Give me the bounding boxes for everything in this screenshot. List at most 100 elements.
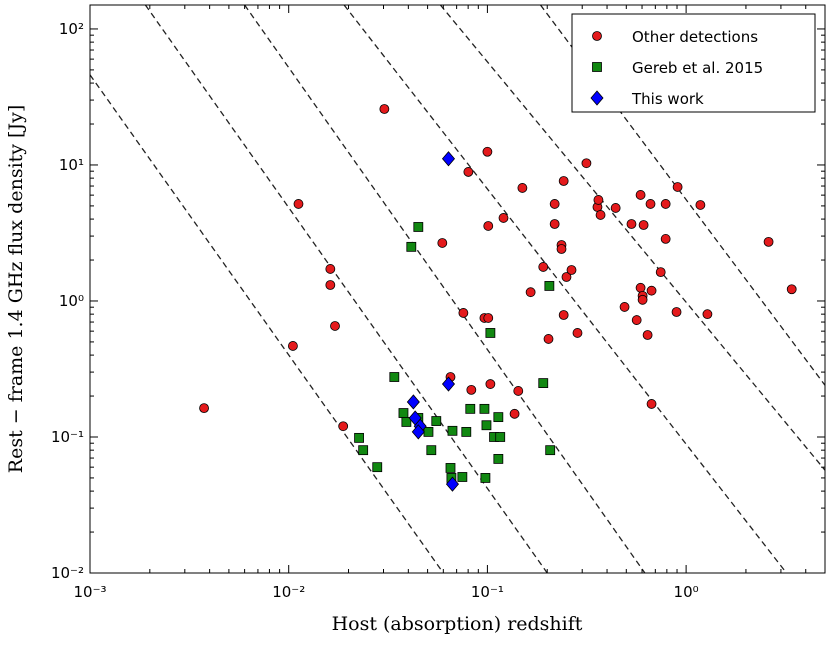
point bbox=[660, 199, 671, 209]
point bbox=[482, 146, 493, 157]
point bbox=[325, 280, 336, 290]
point bbox=[549, 219, 560, 229]
point bbox=[480, 473, 491, 483]
point bbox=[199, 403, 209, 414]
point bbox=[593, 195, 604, 205]
legend-label: This work bbox=[631, 90, 704, 108]
point bbox=[635, 282, 646, 293]
point bbox=[288, 341, 298, 351]
reference-line bbox=[244, 5, 646, 573]
y-tick-label: 10⁻¹ bbox=[51, 428, 84, 446]
point bbox=[483, 221, 494, 231]
point bbox=[786, 284, 797, 295]
y-tick-label: 10² bbox=[59, 20, 84, 38]
point bbox=[646, 399, 657, 409]
point bbox=[466, 384, 477, 395]
point bbox=[325, 264, 336, 274]
reference-lines bbox=[90, 5, 825, 573]
point bbox=[646, 285, 657, 296]
point bbox=[485, 379, 496, 389]
point bbox=[509, 408, 520, 419]
x-tick-label: 10⁰ bbox=[674, 583, 699, 601]
point bbox=[358, 445, 369, 456]
point bbox=[566, 265, 577, 275]
point bbox=[411, 424, 425, 440]
point bbox=[406, 394, 420, 410]
point bbox=[441, 376, 456, 392]
y-tick-label: 10⁰ bbox=[59, 292, 84, 310]
x-tick-label: 10⁻³ bbox=[73, 583, 106, 601]
point bbox=[458, 308, 469, 318]
point bbox=[330, 321, 340, 331]
point bbox=[626, 219, 637, 229]
point bbox=[354, 432, 364, 443]
point bbox=[437, 238, 448, 248]
point bbox=[485, 328, 496, 338]
point bbox=[592, 31, 602, 41]
point bbox=[595, 210, 606, 220]
point bbox=[493, 412, 504, 423]
point bbox=[572, 328, 583, 338]
y-tick-label: 10¹ bbox=[59, 156, 84, 174]
point bbox=[558, 310, 569, 320]
point bbox=[525, 287, 536, 298]
reference-line bbox=[539, 5, 825, 386]
point bbox=[493, 454, 504, 464]
point bbox=[513, 386, 524, 396]
legend-label: Other detections bbox=[632, 28, 758, 46]
markers bbox=[199, 104, 797, 492]
point bbox=[590, 90, 604, 106]
point bbox=[293, 199, 304, 209]
point bbox=[463, 167, 474, 177]
point bbox=[549, 199, 560, 209]
y-axis-label: Rest − frame 1.4 GHz flux density [Jy] bbox=[5, 105, 27, 473]
point bbox=[556, 244, 567, 254]
point bbox=[445, 463, 456, 473]
point bbox=[660, 234, 671, 244]
point bbox=[423, 426, 434, 437]
point bbox=[581, 158, 592, 169]
point bbox=[655, 267, 666, 278]
point bbox=[398, 408, 409, 418]
point bbox=[695, 200, 706, 210]
legend: Other detections Gereb et al. 2015 This wo… bbox=[571, 13, 816, 113]
point bbox=[592, 62, 602, 72]
x-tick-label: 10⁻² bbox=[272, 583, 305, 601]
y-tick-label: 10⁻² bbox=[51, 564, 84, 582]
point bbox=[495, 432, 506, 442]
point bbox=[379, 104, 390, 114]
point bbox=[481, 420, 492, 431]
point bbox=[483, 313, 494, 323]
x-axis-label: Host (absorption) redshift bbox=[332, 613, 583, 635]
point bbox=[457, 472, 468, 482]
point bbox=[671, 307, 682, 317]
point bbox=[763, 236, 774, 247]
point bbox=[465, 403, 476, 414]
point bbox=[517, 183, 528, 193]
point bbox=[702, 309, 713, 320]
point bbox=[631, 315, 642, 325]
reference-line bbox=[439, 5, 825, 471]
point bbox=[406, 241, 417, 252]
point bbox=[413, 222, 424, 232]
point bbox=[538, 262, 549, 272]
point bbox=[561, 272, 572, 282]
point bbox=[372, 462, 383, 473]
point bbox=[445, 476, 459, 492]
point bbox=[498, 213, 509, 223]
point bbox=[538, 378, 549, 388]
point bbox=[545, 445, 556, 456]
point bbox=[441, 151, 456, 167]
reference-line bbox=[144, 5, 548, 573]
point bbox=[389, 372, 400, 382]
point bbox=[638, 220, 649, 230]
point bbox=[610, 203, 621, 213]
reference-line bbox=[90, 74, 444, 573]
plot-frame bbox=[89, 4, 826, 574]
point bbox=[544, 281, 555, 291]
point bbox=[401, 417, 412, 427]
x-tick-label: 10⁻¹ bbox=[471, 583, 504, 601]
point bbox=[431, 416, 442, 426]
